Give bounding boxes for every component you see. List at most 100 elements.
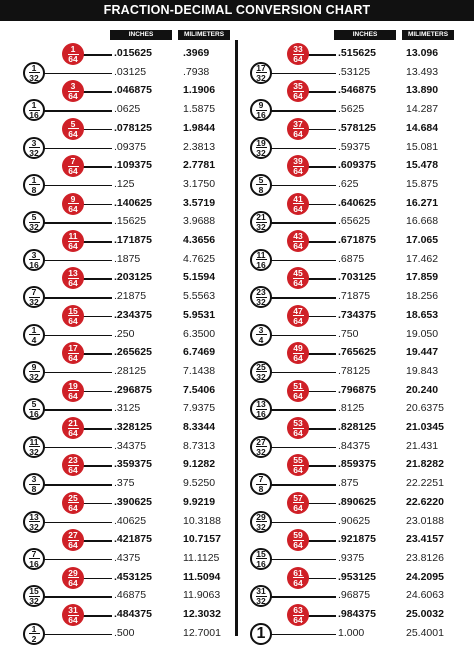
fraction-denominator: 32 <box>256 72 266 83</box>
row-leader-line <box>298 502 336 505</box>
row-leader-line <box>73 203 112 206</box>
fraction-numerator: 9 <box>70 193 76 204</box>
row-leader-line <box>261 184 336 187</box>
fraction-denominator: 64 <box>68 540 78 551</box>
fraction-numerator: 15 <box>29 586 39 597</box>
fraction-badge: 25 64 <box>62 491 84 514</box>
fraction-denominator: 16 <box>29 110 39 121</box>
fraction-bar <box>292 203 304 205</box>
row-leader-line <box>73 166 112 168</box>
inches-value: .21875 <box>114 290 147 303</box>
millimeters-value: 21.431 <box>406 439 439 452</box>
inches-value: .8125 <box>338 402 365 415</box>
row-leader-line <box>34 409 112 411</box>
fraction-numerator: 39 <box>293 156 303 167</box>
fraction-bar <box>28 371 40 373</box>
row-leader-line <box>34 371 112 374</box>
row-leader-line <box>261 409 336 411</box>
fraction-numerator: 21 <box>256 212 266 223</box>
fraction-bar <box>28 147 40 148</box>
fraction-numerator: 13 <box>256 399 266 410</box>
fraction-badge: 33 64 <box>287 43 309 65</box>
millimeters-value: 19.050 <box>406 327 439 340</box>
millimeters-value: 2.7781 <box>183 159 216 172</box>
fraction-denominator: 64 <box>293 315 303 326</box>
fraction-numerator: 41 <box>293 193 303 204</box>
fraction-bar <box>292 90 304 92</box>
row-leader-line <box>298 390 336 393</box>
inches-value: .34375 <box>114 439 147 452</box>
fraction-badge: 29 32 <box>250 510 272 533</box>
fraction-numerator: 1 <box>70 44 76 54</box>
fraction-badge: 11 64 <box>62 230 84 252</box>
fraction-badge: 51 64 <box>287 379 309 402</box>
row-leader-line <box>298 615 336 617</box>
inches-value: .90625 <box>338 514 371 527</box>
inches-value: .5625 <box>338 103 365 116</box>
fraction-badge: 15 32 <box>23 585 45 608</box>
row-leader-line <box>34 110 112 112</box>
fraction-numerator: 63 <box>293 605 303 615</box>
fraction-badge: 11 32 <box>23 435 45 458</box>
millimeters-value: 15.081 <box>406 140 439 153</box>
inches-value: .609375 <box>338 159 376 172</box>
millimeters-value: 15.875 <box>406 177 439 190</box>
fraction-numerator: 7 <box>31 548 37 559</box>
fraction-bar <box>28 483 40 485</box>
fraction-denominator: 32 <box>29 147 39 158</box>
fraction-numerator: 31 <box>68 605 78 615</box>
row-leader-line <box>73 577 112 580</box>
inches-value: .046875 <box>114 84 152 97</box>
fraction-bar <box>67 315 79 317</box>
millimeters-value: 8.7313 <box>183 439 216 452</box>
millimeters-header-left: MILIMETERS <box>178 30 230 40</box>
inches-value: .59375 <box>338 140 371 153</box>
inches-value: .953125 <box>338 570 376 583</box>
row-leader-line <box>261 110 336 112</box>
fraction-numerator: 5 <box>70 118 76 129</box>
inches-value: .84375 <box>338 439 371 452</box>
row-leader-line <box>298 465 336 467</box>
fraction-badge: 61 64 <box>287 566 309 589</box>
fraction-bar <box>292 539 304 541</box>
fraction-denominator: 64 <box>293 577 303 588</box>
fraction-badge: 23 64 <box>62 454 84 477</box>
row-leader-line <box>73 315 112 318</box>
fraction-badge: 3 16 <box>23 248 45 271</box>
row-leader-line <box>298 128 336 131</box>
fraction-numerator: 33 <box>293 44 303 54</box>
fraction-badge: 57 64 <box>287 491 309 514</box>
fraction-numerator: 47 <box>293 305 303 316</box>
fraction-bar <box>255 147 267 148</box>
fraction-bar <box>67 502 79 504</box>
row-leader-line <box>34 558 112 561</box>
fraction-badge: 1 64 <box>62 43 84 65</box>
fraction-numerator: 27 <box>256 436 266 447</box>
inches-value: .671875 <box>338 234 376 246</box>
row-leader-line <box>73 540 112 542</box>
fraction-numerator: 9 <box>31 361 37 372</box>
fraction-badge: 21 32 <box>250 211 272 234</box>
millimeters-value: 18.653 <box>406 308 439 321</box>
fraction-denominator: 64 <box>68 428 78 438</box>
millimeters-value: 10.3188 <box>183 514 221 527</box>
fraction-bar <box>67 53 79 55</box>
millimeters-value: 24.2095 <box>406 570 444 583</box>
fraction-denominator: 64 <box>68 128 78 139</box>
inches-value: .250 <box>114 327 135 340</box>
fraction-denominator: 32 <box>256 446 266 457</box>
fraction-bar <box>28 334 40 335</box>
fraction-denominator: 64 <box>68 465 78 476</box>
inches-value: .750 <box>338 327 359 340</box>
inches-value: .625 <box>338 177 359 190</box>
fraction-bar <box>67 464 79 466</box>
inches-value: .9375 <box>338 551 365 564</box>
fraction-badge: 55 64 <box>287 454 309 477</box>
fraction-bar <box>28 521 40 522</box>
inches-value: .78125 <box>338 364 371 377</box>
inches-value: .1875 <box>114 252 141 265</box>
row-leader-line <box>298 91 336 93</box>
inches-value: .140625 <box>114 196 152 209</box>
fraction-numerator: 5 <box>258 174 264 185</box>
